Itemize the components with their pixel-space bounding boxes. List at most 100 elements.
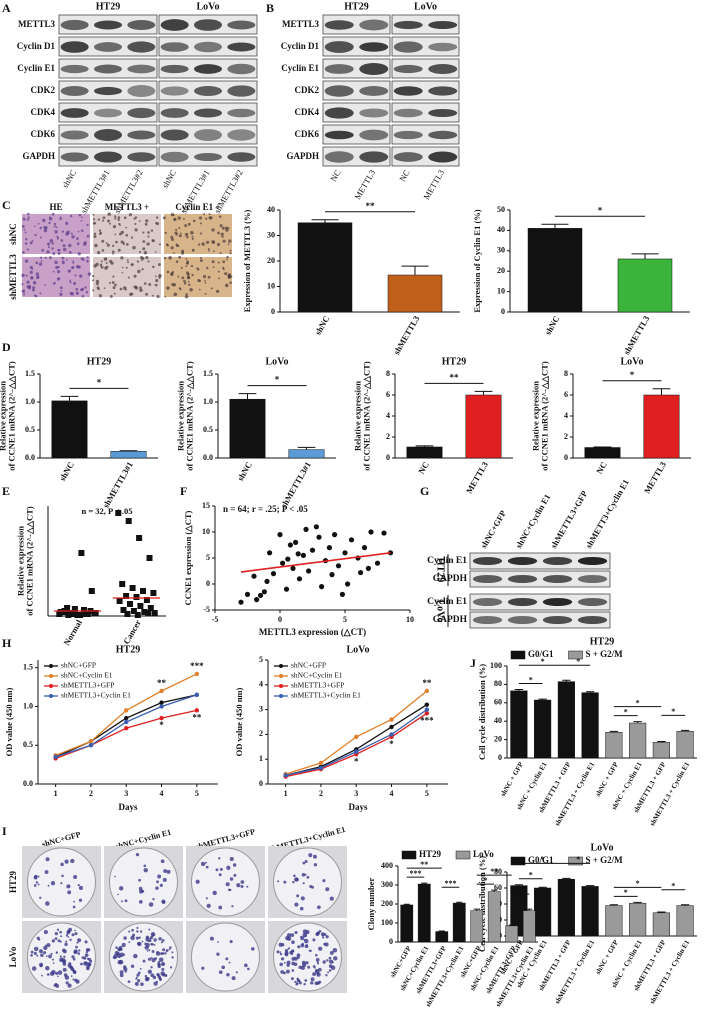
point: [65, 612, 72, 618]
colony: [200, 861, 206, 867]
colony: [159, 883, 163, 887]
blot-band: [393, 108, 423, 118]
blot-band: [160, 129, 189, 141]
row-label: Cyclin D1: [281, 41, 320, 51]
colony: [33, 875, 38, 880]
error-bar: [541, 223, 569, 229]
colony: [156, 880, 159, 884]
colony: [117, 954, 122, 958]
colony: [78, 885, 84, 891]
bar: [605, 905, 623, 937]
point: [88, 739, 94, 744]
nucleus: [218, 215, 222, 218]
colony: [128, 930, 131, 933]
nucleus: [53, 225, 56, 228]
colony: [240, 885, 244, 889]
colony: [73, 900, 75, 903]
nucleus: [113, 292, 116, 295]
legend-marker: [279, 674, 283, 678]
nucleus: [49, 256, 52, 259]
nucleus: [120, 240, 124, 244]
colony: [147, 969, 152, 974]
nucleus: [150, 229, 154, 232]
x-axis-label: Days: [348, 802, 367, 812]
point: [115, 510, 122, 516]
point: [290, 565, 296, 572]
colony: [128, 941, 131, 944]
nucleus: [32, 280, 37, 285]
significance: *: [484, 876, 488, 885]
y-tick-label: 60: [494, 698, 502, 707]
colony: [63, 955, 66, 958]
nucleus: [216, 242, 221, 247]
colony: [294, 877, 299, 882]
colony: [280, 970, 285, 974]
bar: [652, 742, 670, 759]
colony: [162, 973, 166, 977]
colony: [226, 865, 231, 870]
lane-label: NC: [328, 168, 343, 184]
colony: [45, 857, 50, 862]
colony: [45, 966, 50, 971]
blot-band: [577, 598, 608, 606]
point: [389, 724, 394, 730]
blot-strip: [469, 570, 611, 588]
nucleus: [155, 216, 159, 219]
blot-band: [227, 63, 256, 75]
nucleus: [32, 286, 36, 290]
colony: [51, 969, 56, 975]
colony: [85, 951, 88, 954]
point: [82, 611, 89, 617]
nucleus: [41, 248, 45, 252]
nucleus: [53, 222, 57, 226]
x-tick-label: 1: [284, 789, 288, 798]
point: [124, 708, 129, 713]
colony: [314, 981, 319, 986]
colony: [86, 966, 90, 971]
blot-band: [94, 64, 122, 74]
nucleus: [114, 215, 117, 218]
nucleus: [145, 292, 149, 296]
blot-band: [94, 20, 122, 30]
nucleus: [87, 272, 92, 276]
colony: [59, 959, 62, 963]
nucleus: [21, 273, 25, 278]
nucleus: [54, 260, 58, 265]
nucleus: [204, 281, 207, 284]
bar: [297, 222, 353, 313]
row-label: Cyclin E1: [281, 63, 319, 73]
nucleus: [205, 217, 208, 220]
nucleus: [35, 272, 40, 276]
nucleus: [180, 266, 183, 269]
significance: *: [529, 675, 533, 684]
colony: [328, 956, 332, 960]
significance: ***: [410, 869, 422, 878]
nucleus: [104, 266, 108, 270]
nucleus: [47, 246, 50, 249]
blot-band: [472, 575, 503, 583]
point: [381, 530, 387, 536]
row-label: Cyclin E1: [427, 597, 467, 607]
row-label: shMETTL3: [8, 254, 18, 300]
colony: [161, 938, 165, 942]
significance: **: [450, 372, 460, 382]
point: [345, 581, 351, 587]
colony: [55, 951, 58, 954]
x-tick-label: shNC + GFP: [594, 760, 620, 798]
blot-band: [194, 86, 222, 96]
colony: [88, 963, 91, 966]
blot-band: [227, 42, 256, 52]
point: [283, 773, 288, 778]
nucleus: [22, 251, 25, 254]
colony: [233, 873, 237, 877]
colony: [165, 949, 169, 953]
nucleus: [95, 282, 99, 286]
colony: [39, 896, 42, 900]
nucleus: [224, 283, 229, 288]
colony: [33, 884, 37, 887]
colony: [30, 954, 33, 957]
y-tick-label: 20: [497, 266, 505, 275]
y-tick-label: 1.0: [203, 397, 213, 406]
y-tick-label: 5: [206, 553, 210, 562]
